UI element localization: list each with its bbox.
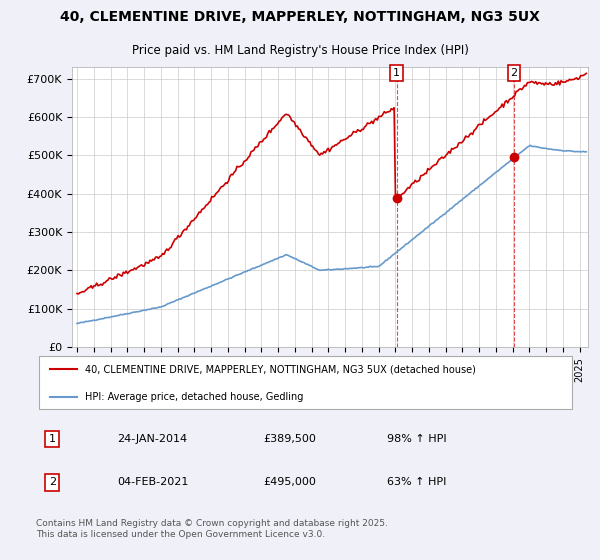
Text: 24-JAN-2014: 24-JAN-2014 [117,434,187,444]
Text: Contains HM Land Registry data © Crown copyright and database right 2025.
This d: Contains HM Land Registry data © Crown c… [36,520,388,539]
Text: 2: 2 [49,477,56,487]
FancyBboxPatch shape [39,356,572,409]
Text: £495,000: £495,000 [263,477,316,487]
Text: HPI: Average price, detached house, Gedling: HPI: Average price, detached house, Gedl… [85,392,303,402]
Text: 2: 2 [511,68,518,78]
Text: 1: 1 [49,434,56,444]
Text: 63% ↑ HPI: 63% ↑ HPI [387,477,446,487]
Text: 04-FEB-2021: 04-FEB-2021 [117,477,188,487]
Text: 1: 1 [393,68,400,78]
Text: 40, CLEMENTINE DRIVE, MAPPERLEY, NOTTINGHAM, NG3 5UX (detached house): 40, CLEMENTINE DRIVE, MAPPERLEY, NOTTING… [85,364,475,374]
Text: Price paid vs. HM Land Registry's House Price Index (HPI): Price paid vs. HM Land Registry's House … [131,44,469,57]
Text: £389,500: £389,500 [263,434,316,444]
Text: 98% ↑ HPI: 98% ↑ HPI [387,434,446,444]
Text: 40, CLEMENTINE DRIVE, MAPPERLEY, NOTTINGHAM, NG3 5UX: 40, CLEMENTINE DRIVE, MAPPERLEY, NOTTING… [60,10,540,24]
